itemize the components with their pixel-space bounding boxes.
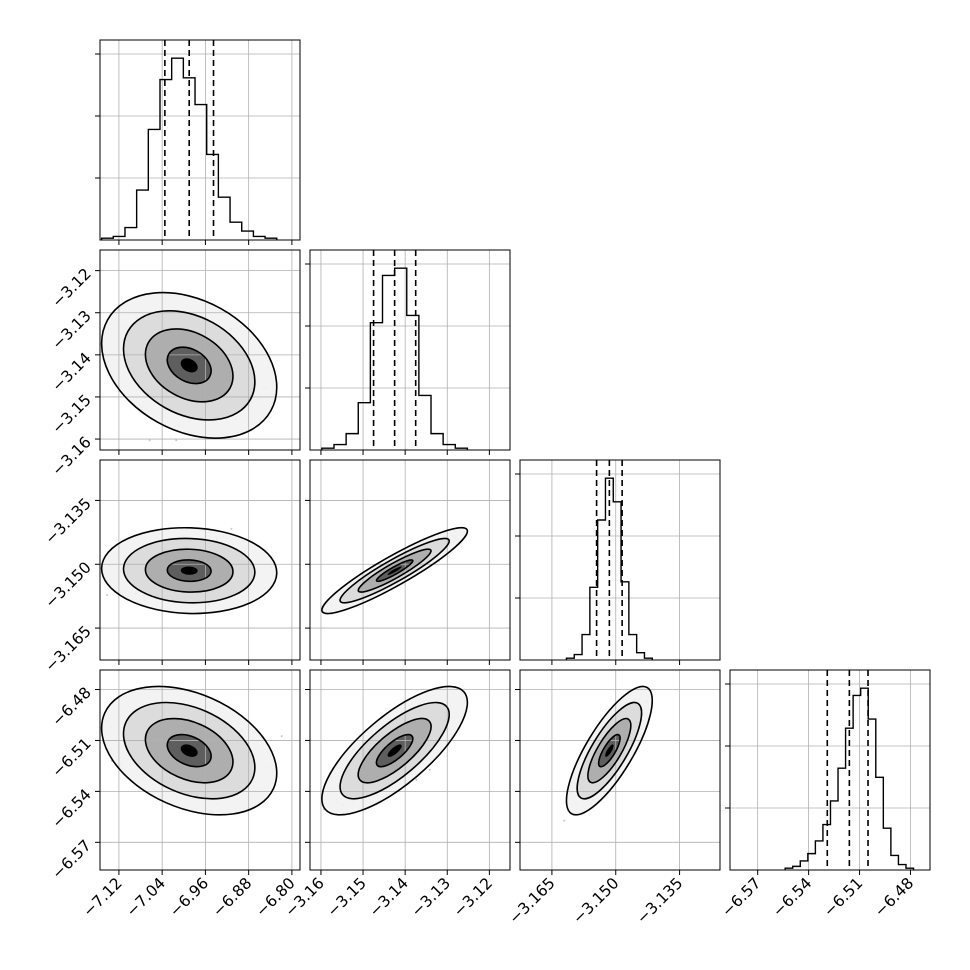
ytick-label-3-2: −6.51 — [49, 735, 95, 781]
panel-1-0-contour-0 — [166, 346, 212, 385]
panel-3-1-contour-3 — [321, 685, 469, 816]
ytick-label-1-3: −3.13 — [49, 307, 95, 353]
histogram-3 — [784, 687, 915, 870]
panel-1-0-contour-1 — [144, 328, 234, 403]
panel-2-1-contour-0 — [375, 559, 414, 583]
panel-0-0-frame — [99, 39, 301, 241]
xtick-label-3-2: −6.51 — [820, 874, 866, 920]
xtick-label-3-0: −6.57 — [718, 874, 764, 920]
panel-3-1-peak — [387, 744, 402, 757]
line-layer — [95, 39, 931, 875]
panel-1-0-peak — [180, 358, 198, 373]
panel-3-0-contour-3 — [100, 685, 278, 816]
xtick-label-1-2: −3.14 — [366, 874, 412, 920]
xtick-label-3-1: −6.54 — [769, 874, 815, 920]
panel-3-1-contour-0 — [375, 733, 414, 768]
panel-2-0-contour-1 — [144, 548, 234, 593]
xtick-label-0-1: −7.04 — [123, 874, 169, 920]
ytick-label-1-1: −3.15 — [49, 391, 95, 437]
panel-2-1-peak — [387, 566, 402, 575]
xtick-label-1-3: −3.13 — [408, 874, 454, 920]
panel-1-1-frame — [309, 249, 511, 451]
ytick-label-3-1: −6.54 — [49, 785, 95, 831]
ytick-label-1-0: −3.16 — [49, 433, 95, 479]
histogram-2 — [565, 477, 653, 660]
panel-3-2-peak — [605, 744, 614, 757]
ytick-label-1-4: −3.12 — [49, 265, 95, 311]
density-layer — [101, 292, 653, 822]
xtick-label-1-4: −3.12 — [450, 874, 496, 920]
panel-2-2-frame — [519, 459, 721, 661]
panel-3-0-contour-1 — [144, 717, 234, 784]
ytick-label-1-2: −3.14 — [49, 349, 95, 395]
ytick-label-2-2: −3.135 — [42, 495, 95, 548]
panel-2-0-contour-0 — [166, 559, 212, 583]
panel-2-0-frame — [99, 459, 301, 661]
xtick-label-2-2: −3.135 — [633, 874, 686, 927]
panel-3-0-peak — [180, 744, 198, 757]
ytick-label-2-1: −3.150 — [42, 558, 95, 611]
xtick-label-1-1: −3.15 — [324, 874, 370, 920]
xtick-label-3-3: −6.48 — [871, 874, 917, 920]
panel-3-2-frame — [519, 669, 721, 871]
xtick-label-2-0: −3.165 — [505, 874, 558, 927]
panel-1-0-contour-2 — [122, 309, 256, 421]
panel-3-1-contour-2 — [339, 701, 450, 800]
xtick-label-0-3: −6.88 — [209, 874, 255, 920]
panel-1-0-frame — [99, 249, 301, 451]
panel-2-1-contour-3 — [321, 526, 469, 615]
panel-2-0-contour-3 — [100, 526, 278, 615]
histogram-0 — [100, 57, 278, 240]
xtick-label-0-0: −7.12 — [79, 874, 125, 920]
panel-1-0-contour-3 — [100, 291, 278, 439]
panel-3-2-contour-3 — [565, 685, 654, 816]
ytick-label-2-0: −3.165 — [42, 622, 95, 675]
ytick-label-3-3: −6.48 — [49, 684, 95, 730]
panel-3-3-frame — [729, 669, 931, 871]
panel-2-1-contour-1 — [357, 548, 432, 593]
panel-3-1-frame — [309, 669, 511, 871]
panel-2-0-peak — [180, 566, 198, 575]
panel-2-1-frame — [309, 459, 511, 661]
panel-2-0-contour-2 — [122, 537, 256, 604]
panel-3-2-contour-0 — [597, 733, 621, 768]
ytick-label-3-0: −6.57 — [49, 836, 95, 882]
xtick-label-2-1: −3.150 — [569, 874, 622, 927]
panel-3-0-contour-0 — [166, 733, 212, 768]
xtick-label-0-2: −6.96 — [166, 874, 212, 920]
panel-3-0-frame — [99, 669, 301, 871]
panel-3-2-contour-1 — [587, 717, 632, 784]
panel-2-1-contour-2 — [339, 537, 450, 604]
panel-3-1-contour-1 — [357, 717, 432, 784]
panel-3-0-contour-2 — [122, 701, 256, 800]
panel-3-2-contour-2 — [576, 701, 643, 800]
